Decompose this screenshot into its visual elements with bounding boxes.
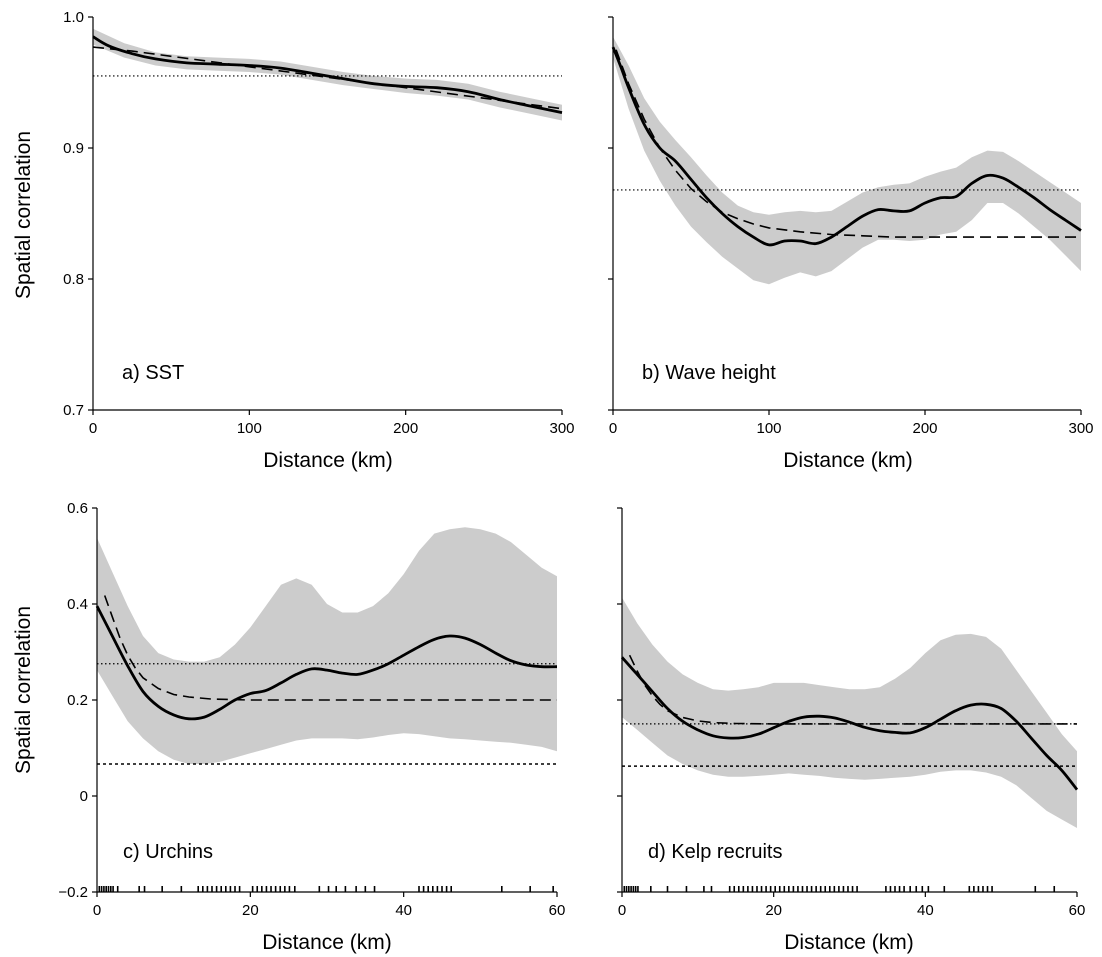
panel-c-x-tick-label: 40 <box>395 902 412 919</box>
panel-d-xlabel: Distance (km) <box>784 931 914 954</box>
panel-a-xlabel: Distance (km) <box>263 449 393 472</box>
panel-a-y-tick-label: 1.0 <box>63 9 84 26</box>
panel-d-x-tick-label: 60 <box>1069 902 1086 919</box>
panel-c-x-tick-label: 20 <box>242 902 259 919</box>
panel-a-plot: 0 100 200 300 0.7 0.8 0.9 1.0 <box>63 9 574 437</box>
panel-a-fitted-curve <box>92 46 563 110</box>
panel-a-smoothed-correlation <box>92 35 563 114</box>
panel-a-x-tick-label: 200 <box>393 420 418 437</box>
panel-d-label: d) Kelp recruits <box>648 841 783 863</box>
panel-c-label: c) Urchins <box>123 841 213 863</box>
panel-d-x-tick-label: 20 <box>765 902 782 919</box>
panel-d-kelp-recruits: 0 20 40 60 d) Kelp recruits Distance (km) <box>617 507 1086 954</box>
panel-b-plot: 0 100 200 300 <box>608 16 1094 437</box>
panel-b-x-tick-label: 0 <box>609 420 617 437</box>
panel-d-smoothed-correlation <box>620 656 1079 791</box>
panel-a-label: a) SST <box>122 362 184 384</box>
panel-a-sst: 0 100 200 300 0.7 0.8 0.9 1.0 a) SST Spatial co… <box>12 9 575 472</box>
panel-b-x-tick-label: 200 <box>912 420 937 437</box>
panel-c-y-tick-label: 0 <box>80 788 88 805</box>
panel-c-fitted-curve <box>103 595 557 701</box>
panel-a-x-tick-label: 100 <box>237 420 262 437</box>
panel-a-ylabel: Spatial correlation <box>12 131 35 299</box>
panel-a-y-tick-label: 0.7 <box>63 402 84 419</box>
panel-d-rug <box>623 886 1056 892</box>
panel-c-confidence-band <box>97 527 557 764</box>
panel-a-y-tick-label: 0.9 <box>63 140 84 157</box>
panel-d-fitted-curve <box>628 654 1077 725</box>
panel-b-label: b) Wave height <box>642 362 776 384</box>
panel-a-x-tick-label: 0 <box>89 420 97 437</box>
panel-c-y-tick-label: 0.4 <box>67 596 88 613</box>
panel-b-wave-height: 0 100 200 300 b) Wave height Distance (km) <box>608 16 1094 472</box>
panel-a-y-tick-label: 0.8 <box>63 271 84 288</box>
panel-c-smoothed-correlation <box>95 605 558 721</box>
panel-c-y-tick-label: 0.6 <box>67 500 88 517</box>
panel-c-rug <box>98 886 554 892</box>
panel-c-x-tick-label: 60 <box>549 902 566 919</box>
panel-d-confidence-band <box>622 597 1077 828</box>
panel-a-x-tick-label: 300 <box>549 420 574 437</box>
panel-b-confidence-band <box>613 36 1081 285</box>
panel-b-x-tick-label: 100 <box>756 420 781 437</box>
panel-d-x-tick-label: 40 <box>917 902 934 919</box>
panel-c-urchins: 0 20 40 60 −0.2 0 0.2 0.4 0.6 c) Urchins Spatial… <box>12 500 565 954</box>
panel-b-xlabel: Distance (km) <box>783 449 913 472</box>
panel-c-y-tick-label: −0.2 <box>58 884 88 901</box>
panel-d-x-tick-label: 0 <box>618 902 626 919</box>
panel-c-y-tick-label: 0.2 <box>67 692 88 709</box>
panel-b-x-tick-label: 300 <box>1068 420 1093 437</box>
panel-c-xlabel: Distance (km) <box>262 931 392 954</box>
panel-c-ylabel: Spatial correlation <box>12 606 35 774</box>
panel-d-plot: 0 20 40 60 <box>617 507 1086 919</box>
panel-c-x-tick-label: 0 <box>93 902 101 919</box>
panel-b-smoothed-correlation <box>611 46 1082 247</box>
panel-c-plot: 0 20 40 60 −0.2 0 0.2 0.4 0.6 <box>58 500 565 919</box>
